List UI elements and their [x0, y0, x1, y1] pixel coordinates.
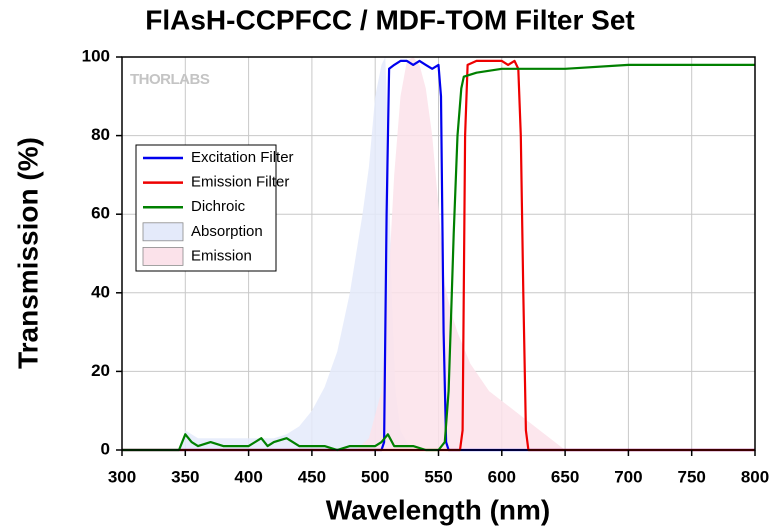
x-tick-label: 500: [361, 467, 389, 486]
legend-label: Emission: [191, 247, 252, 264]
legend-swatch: [142, 246, 184, 266]
y-axis-title: Transmission (%): [12, 137, 43, 369]
x-tick-label: 350: [171, 467, 199, 486]
y-tick-label: 20: [91, 361, 110, 380]
legend: Excitation Filter Emission Filter Dichroic…: [135, 144, 294, 272]
legend-label: Absorption: [191, 223, 263, 240]
legend-label: Emission Filter: [191, 174, 289, 191]
y-tick-label: 0: [101, 439, 110, 458]
x-axis-title: Wavelength (nm): [326, 494, 551, 525]
y-tick-label: 60: [91, 204, 110, 223]
x-tick-label: 450: [298, 467, 326, 486]
y-tick-label: 80: [91, 125, 110, 144]
x-tick-label: 700: [614, 467, 642, 486]
y-tick-label: 40: [91, 282, 110, 301]
x-tick-label: 650: [551, 467, 579, 486]
y-tick-label: 100: [82, 46, 110, 65]
legend-label: Excitation Filter: [191, 149, 294, 166]
x-tick-label: 300: [108, 467, 136, 486]
legend-swatch: [142, 222, 184, 242]
x-tick-label: 750: [678, 467, 706, 486]
x-tick-label: 550: [424, 467, 452, 486]
x-tick-label: 400: [234, 467, 262, 486]
line: [122, 59, 755, 452]
line: [122, 59, 755, 452]
watermark: THORLABS: [130, 71, 210, 88]
area: [179, 57, 414, 450]
x-tick-label: 800: [741, 467, 769, 486]
line: [122, 63, 755, 452]
x-tick-label: 600: [488, 467, 516, 486]
area: [356, 57, 566, 450]
legend-label: Dichroic: [191, 198, 246, 215]
chart-title: FlAsH-CCPFCC / MDF-TOM Filter Set: [145, 4, 634, 35]
